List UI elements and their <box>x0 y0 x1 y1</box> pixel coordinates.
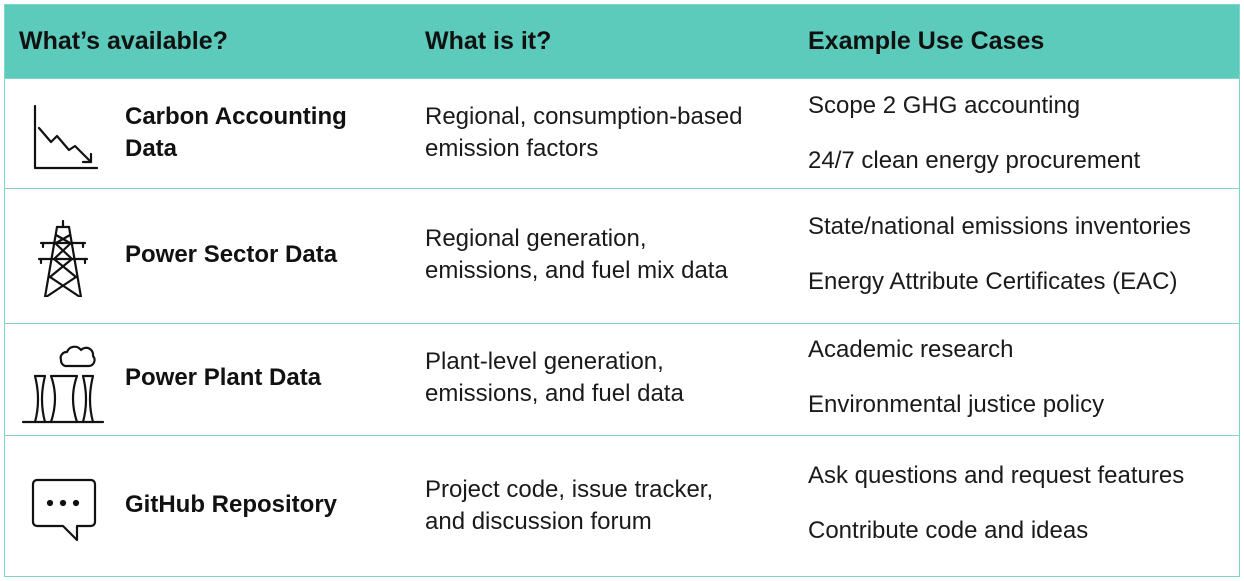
use-case: 24/7 clean energy procurement <box>808 147 1141 174</box>
use-case: Energy Attribute Certificates (EAC) <box>808 268 1178 295</box>
header-whats-available: What’s available? <box>19 27 228 55</box>
use-case: Environmental justice policy <box>808 391 1105 418</box>
data-table: What’s available? What is it? Example Us… <box>4 4 1240 577</box>
chat-bubble-icon <box>21 466 105 550</box>
row-description: Plant-level generation, emissions, and f… <box>425 348 684 407</box>
table-row: Power Plant Data Plant-level generation,… <box>5 323 1239 435</box>
use-case: State/national emissions inventories <box>808 213 1191 240</box>
header-what-is-it: What is it? <box>425 27 552 55</box>
use-case: Ask questions and request features <box>808 462 1185 489</box>
header-example-use-cases: Example Use Cases <box>808 27 1045 55</box>
row-description: Regional, consumption-based emission fac… <box>425 103 743 162</box>
row-name: Power Sector Data <box>125 241 338 268</box>
table-row: Carbon Accounting Data Regional, consump… <box>5 78 1239 188</box>
table-row: Power Sector Data Regional generation, e… <box>5 188 1239 323</box>
row-description: Regional generation, emissions, and fuel… <box>425 225 728 284</box>
row-name: Carbon Accounting Data <box>125 103 347 162</box>
use-case: Scope 2 GHG accounting <box>808 92 1081 119</box>
use-case: Academic research <box>808 336 1014 363</box>
use-case: Contribute code and ideas <box>808 517 1089 544</box>
transmission-tower-icon <box>21 213 105 297</box>
row-description: Project code, issue tracker, and discuss… <box>425 476 714 535</box>
table-header: What’s available? What is it? Example Us… <box>5 5 1239 78</box>
declining-chart-icon <box>21 92 105 176</box>
row-name: GitHub Repository <box>125 491 338 518</box>
row-name: Power Plant Data <box>125 364 322 391</box>
table-row: GitHub Repository Project code, issue tr… <box>5 435 1239 578</box>
power-plant-icon <box>21 340 105 424</box>
